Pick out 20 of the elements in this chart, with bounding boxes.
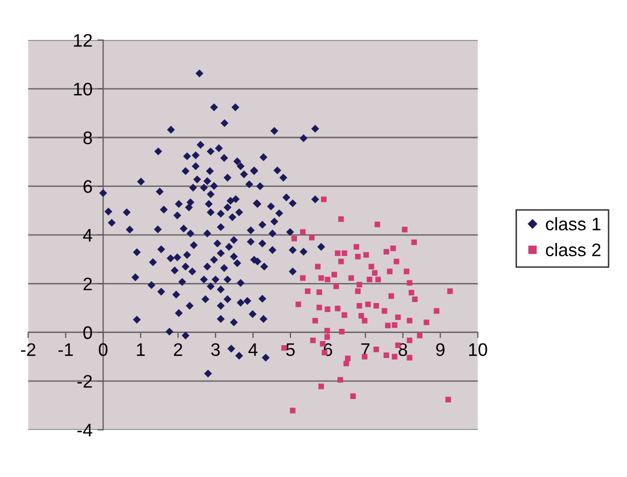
x-tick-label: -1 bbox=[58, 343, 73, 356]
x-tick-label: 2 bbox=[174, 343, 182, 356]
y-tick-label: -4 bbox=[77, 424, 92, 436]
legend-label: class 2 bbox=[546, 243, 600, 256]
y-tick-label: 6 bbox=[84, 180, 92, 193]
y-tick-label: 2 bbox=[84, 278, 92, 290]
x-tick-label: 3 bbox=[211, 343, 220, 356]
y-tick-label: 0 bbox=[83, 326, 92, 340]
y-tick-label: 8 bbox=[83, 131, 92, 144]
y-tick-label: 12 bbox=[74, 34, 92, 47]
x-tick-label: 1 bbox=[136, 343, 145, 356]
y-tick-label: -2 bbox=[77, 375, 92, 388]
x-tick-label: 9 bbox=[436, 343, 444, 356]
y-tick-label: 10 bbox=[74, 82, 92, 96]
x-tick-label: 4 bbox=[248, 343, 258, 356]
legend-label: class 1 bbox=[546, 217, 600, 230]
x-tick-label: 10 bbox=[469, 343, 488, 356]
x-tick-label: -2 bbox=[20, 343, 36, 356]
y-tick-label: 4 bbox=[83, 229, 92, 242]
x-tick-label: 5 bbox=[286, 343, 295, 356]
